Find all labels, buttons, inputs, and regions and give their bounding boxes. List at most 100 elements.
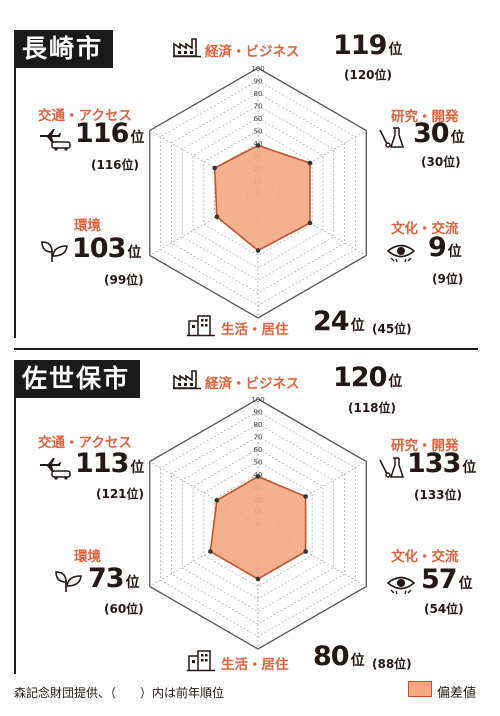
rank-unit: 位 <box>388 374 403 390</box>
prev-rank-living: (45位) <box>372 322 412 336</box>
city-label-sasebo: 佐世保市 <box>14 360 141 398</box>
radar-tick-label: 90 <box>254 409 263 417</box>
radar-data-point <box>212 165 217 171</box>
prev-rank-economy: (120位) <box>344 68 393 82</box>
building-icon <box>186 313 216 341</box>
panel-frame-line <box>14 68 16 338</box>
prev-rank-environment: (99位) <box>104 273 144 287</box>
axis-label-research: 研究・開発 <box>391 109 459 125</box>
rank-transport: 113 位 <box>75 448 144 479</box>
rank-unit: 位 <box>125 575 140 591</box>
plant-icon <box>54 570 84 598</box>
eye-icon <box>386 240 416 266</box>
radar-data-point <box>307 220 313 226</box>
footer-note: 森記念財団提供、（ ）内は前年順位 <box>14 686 225 700</box>
flask-icon <box>377 456 405 484</box>
rank-environment: 73 位 <box>88 563 140 594</box>
prev-rank-research: (133位) <box>414 488 463 502</box>
radar-data-point <box>255 474 261 479</box>
rank-unit: 位 <box>462 460 477 476</box>
radar-data-point <box>255 143 261 148</box>
radar-data-area <box>209 475 307 580</box>
rank-unit: 位 <box>388 42 403 58</box>
prev-rank-living: (88位) <box>372 657 412 671</box>
rank-number: 120 <box>333 362 387 393</box>
rank-number: 73 <box>88 563 125 594</box>
radar-data-area <box>213 144 311 252</box>
axis-label-culture: 文化・交流 <box>391 221 459 237</box>
rank-number: 30 <box>413 118 450 149</box>
axis-label-living: 生活・居住 <box>221 322 289 338</box>
radar-tick-label: 70 <box>254 103 263 111</box>
rank-unit: 位 <box>350 653 365 669</box>
rank-unit: 位 <box>130 130 145 146</box>
axis-label-transport: 交通・アクセス <box>38 108 132 124</box>
rank-number: 133 <box>407 448 461 479</box>
rank-unit: 位 <box>127 245 142 261</box>
city-label-nagasaki: 長崎市 <box>14 30 114 68</box>
rank-environment: 103 位 <box>72 233 141 264</box>
rank-number: 57 <box>421 564 458 595</box>
prev-rank-research: (30位) <box>421 155 461 169</box>
radar-data-point <box>214 214 220 220</box>
rank-economy: 119 位 <box>333 30 402 61</box>
rank-research: 133 位 <box>407 448 476 479</box>
axis-label-living: 生活・居住 <box>221 657 289 673</box>
prev-rank-transport: (121位) <box>96 487 145 501</box>
rank-number: 80 <box>313 641 350 672</box>
rank-culture: 57 位 <box>421 564 473 595</box>
axis-label-environment: 環境 <box>74 218 101 234</box>
radar-data-point <box>208 549 213 554</box>
rank-living: 80 位 <box>313 641 365 672</box>
radar-tick-label: 80 <box>254 421 263 429</box>
radar-tick-label: 60 <box>254 446 263 454</box>
radar-tick-label: 60 <box>254 115 263 123</box>
prev-rank-environment: (60位) <box>104 602 144 616</box>
rank-number: 9 <box>428 232 447 263</box>
rank-unit: 位 <box>450 130 465 146</box>
radar-tick-label: 70 <box>254 434 263 442</box>
rank-number: 24 <box>313 306 350 337</box>
radar-tick-label: 100 <box>251 65 264 73</box>
eye-icon <box>386 572 416 598</box>
radar-tick-label: 100 <box>251 396 264 404</box>
panel-frame-line <box>14 398 16 674</box>
radar-data-point <box>303 549 308 554</box>
radar-tick-label: 50 <box>254 128 263 136</box>
radar-data-point <box>307 160 313 166</box>
factory-icon <box>172 36 202 62</box>
rank-living: 24 位 <box>313 306 365 337</box>
building-icon <box>186 648 216 676</box>
radar-grid-ring <box>181 105 335 281</box>
radar-data-point <box>255 248 261 253</box>
prev-rank-economy: (118位) <box>348 401 397 415</box>
airplane-car-icon <box>38 127 72 155</box>
legend-swatch <box>408 681 432 697</box>
flask-icon <box>377 126 405 154</box>
axis-label-economy: 経済・ビジネス <box>205 44 300 60</box>
rank-economy: 120 位 <box>333 362 402 393</box>
prev-rank-transport: (116位) <box>91 158 140 172</box>
radar-tick-label: 80 <box>254 90 263 98</box>
radar-data-point <box>255 576 261 582</box>
legend-label: 偏差値 <box>437 686 477 701</box>
axis-label-environment: 環境 <box>74 549 101 565</box>
radar-grid-ring <box>192 448 324 600</box>
radar-data-point <box>214 497 220 503</box>
prev-rank-culture: (54位) <box>424 602 464 616</box>
airplane-car-icon <box>38 456 72 484</box>
radar-grid-ring <box>192 117 324 269</box>
radar-tick-label: 90 <box>254 78 263 86</box>
rank-research: 30 位 <box>413 118 465 149</box>
axis-label-culture: 文化・交流 <box>391 549 459 565</box>
radar-grid-ring <box>181 436 335 612</box>
rank-number: 103 <box>72 233 126 264</box>
rank-number: 116 <box>75 118 129 149</box>
radar-tick-label: 50 <box>254 459 263 467</box>
plant-icon <box>40 240 70 268</box>
panel-divider <box>14 348 478 350</box>
rank-unit: 位 <box>130 460 145 476</box>
radar-grid-ring <box>203 461 313 587</box>
